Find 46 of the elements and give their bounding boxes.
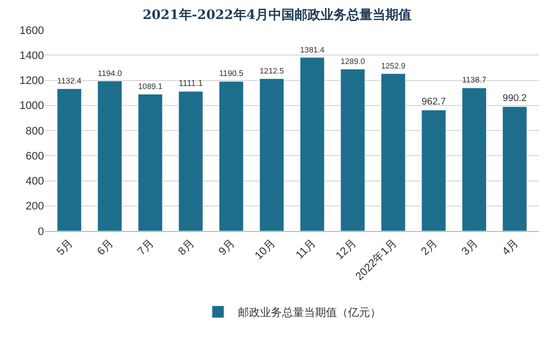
y-tick-label: 800 — [26, 125, 44, 138]
data-label: 1289.0 — [340, 56, 366, 66]
data-label: 1212.5 — [260, 66, 284, 76]
legend-label: 邮政业务总量当期值（亿元） — [238, 306, 381, 320]
data-label: 962.7 — [422, 96, 446, 108]
bar — [218, 81, 244, 231]
y-tick-label: 0 — [38, 226, 44, 238]
x-tick-label: 2月 — [419, 237, 440, 258]
x-tick-label: 5月 — [54, 237, 76, 258]
x-tick-label: 12月 — [334, 237, 359, 262]
data-label: 1381.4 — [300, 45, 325, 54]
data-label: 1138.7 — [462, 76, 487, 85]
y-tick-label: 200 — [26, 200, 44, 213]
bar — [340, 68, 366, 231]
x-tick-label: 8月 — [176, 237, 197, 258]
bar — [462, 88, 487, 231]
x-tick-label: 9月 — [216, 237, 238, 258]
data-label: 1089.1 — [138, 82, 164, 92]
data-label: 1194.0 — [98, 68, 122, 78]
data-label: 1190.5 — [219, 69, 244, 78]
x-tick-label: 6月 — [95, 237, 116, 258]
bar — [97, 80, 122, 231]
x-tick-label: 7月 — [136, 237, 156, 258]
data-label: 1132.4 — [57, 76, 82, 86]
data-label: 1252.9 — [381, 61, 406, 70]
y-tick-label: 400 — [26, 176, 44, 188]
x-tick-label: 3月 — [460, 237, 480, 258]
bar — [178, 91, 204, 231]
bar — [380, 73, 406, 231]
y-tick-label: 600 — [26, 150, 44, 162]
y-tick-label: 1600 — [20, 24, 44, 37]
bar — [421, 110, 446, 231]
x-tick-label: 10月 — [252, 237, 278, 262]
chart-title: 2021年-2022年4月中国邮政业务总量当期值 — [142, 7, 412, 24]
bar — [56, 88, 82, 231]
bar — [300, 57, 325, 231]
y-tick-label: 1000 — [20, 100, 44, 112]
y-tick-label: 1400 — [20, 50, 44, 62]
bar — [138, 94, 163, 231]
x-tick-label: 4月 — [500, 237, 521, 258]
y-tick-label: 1200 — [20, 75, 44, 88]
bar — [502, 106, 528, 231]
bar — [259, 78, 284, 231]
x-tick-label: 11月 — [294, 237, 318, 262]
data-label: 1111.1 — [178, 78, 204, 88]
data-label: 990.2 — [502, 92, 527, 104]
